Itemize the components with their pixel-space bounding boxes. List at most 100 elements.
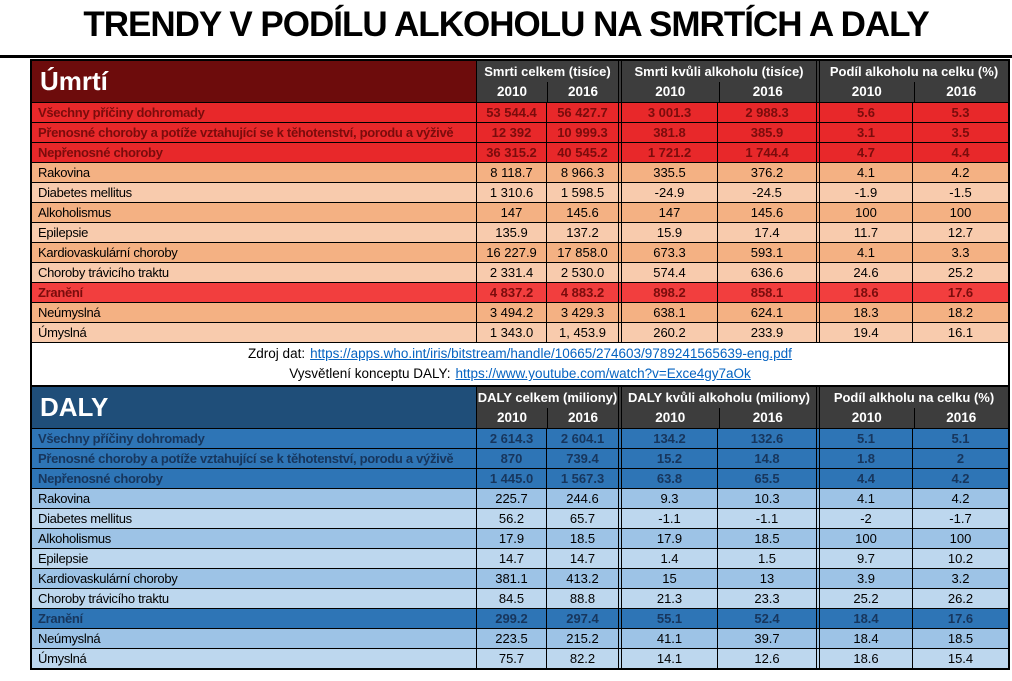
value-cell: 4.2 (912, 163, 1008, 182)
value-cell: 100 (912, 203, 1008, 222)
deaths-table-title: Úmrtí (32, 61, 476, 102)
value-cell: 75.7 (476, 649, 546, 668)
value-cell: 244.6 (546, 489, 618, 508)
source-label: Zdroj dat: (248, 346, 306, 361)
value-cell: 147 (618, 203, 717, 222)
table-row: Alkoholismus 17.9 18.5 17.9 18.5 100 100 (32, 528, 1008, 548)
row-label: Kardiovaskulární choroby (38, 245, 178, 260)
value-cell: 15 (618, 569, 717, 588)
source-label: Vysvětlení konceptu DALY: (289, 366, 451, 381)
value-cell: 1 445.0 (476, 469, 546, 488)
year-header: 2010 (851, 410, 882, 425)
table-row: Epilepsie 14.7 14.7 1.4 1.5 9.7 10.2 (32, 548, 1008, 568)
year-header: 2016 (913, 82, 1009, 102)
value-cell: 17.4 (717, 223, 816, 242)
row-label: Kardiovaskulární choroby (38, 571, 178, 586)
table-row: Epilepsie 135.9 137.2 15.9 17.4 11.7 12.7 (32, 222, 1008, 242)
value-cell: 1 598.5 (546, 183, 618, 202)
value-cell: 12 392 (476, 123, 546, 142)
row-label: Úmyslná (38, 325, 87, 340)
year-header: 2010 (655, 410, 686, 425)
year-headers: 2010 2016 (622, 408, 816, 428)
value-cell: 3 494.2 (476, 303, 546, 322)
value-cell: 297.4 (546, 609, 618, 628)
value-cell: 84.5 (476, 589, 546, 608)
value-cell: 335.5 (618, 163, 717, 182)
daly-explainer-link[interactable]: https://www.youtube.com/watch?v=Exce4gy7… (455, 366, 751, 381)
value-cell: -1.1 (618, 509, 717, 528)
value-cell: 638.1 (618, 303, 717, 322)
value-cell: 2 604.1 (546, 429, 618, 448)
column-group-alcohol-share: Podíl alkoholu na celku (%) 2010 2016 (816, 61, 1008, 102)
column-group-label: DALY celkem (miliony) (477, 390, 618, 405)
value-cell: 18.4 (816, 629, 912, 648)
value-cell: 9.3 (618, 489, 717, 508)
value-cell: 18.5 (546, 529, 618, 548)
year-header: 2016 (547, 82, 618, 102)
value-cell: 4.2 (912, 489, 1008, 508)
value-cell: 65.7 (546, 509, 618, 528)
table-row: Rakovina 225.7 244.6 9.3 10.3 4.1 4.2 (32, 488, 1008, 508)
value-cell: 636.6 (717, 263, 816, 282)
value-cell: 17.9 (618, 529, 717, 548)
row-label: Diabetes mellitus (38, 185, 132, 200)
value-cell: 15.4 (912, 649, 1008, 668)
value-cell: -1.1 (717, 509, 816, 528)
value-cell: 63.8 (618, 469, 717, 488)
value-cell: 14.8 (717, 449, 816, 468)
page-title: TRENDY V PODÍLU ALKOHOLU NA SMRTÍCH A DA… (83, 5, 929, 44)
value-cell: 225.7 (476, 489, 546, 508)
row-label: Nepřenosné choroby (38, 145, 163, 160)
value-cell: 24.6 (816, 263, 912, 282)
row-label: Všechny příčiny dohromady (32, 103, 476, 122)
value-cell: 52.4 (717, 609, 816, 628)
value-cell: 147 (476, 203, 546, 222)
table-row: Choroby trávicího traktu 84.5 88.8 21.3 23.3… (32, 588, 1008, 608)
value-cell: 134.2 (618, 429, 717, 448)
value-cell: 1 343.0 (476, 323, 546, 342)
value-cell: 18.2 (912, 303, 1008, 322)
value-cell: 624.1 (717, 303, 816, 322)
value-cell: 15.2 (618, 449, 717, 468)
table-row: Alkoholismus 147 145.6 147 145.6 100 100 (32, 202, 1008, 222)
value-cell: 2 530.0 (546, 263, 618, 282)
value-cell: 18.6 (816, 649, 912, 668)
value-cell: 56.2 (476, 509, 546, 528)
value-cell: 17.6 (912, 609, 1008, 628)
value-cell: -24.9 (618, 183, 717, 202)
column-group-alcohol-daly: DALY kvůli alkoholu (miliony) 2010 2016 (618, 387, 816, 428)
year-header: 2016 (718, 408, 817, 428)
row-label: Zranění (38, 285, 83, 300)
row-label: Neúmyslná (38, 305, 101, 320)
value-cell: 898.2 (618, 283, 717, 302)
value-cell: 4.7 (816, 143, 912, 162)
table-row: Neúmyslná 223.5 215.2 41.1 39.7 18.4 18.5 (32, 628, 1008, 648)
source-row: Vysvětlení konceptu DALY: https://www.you… (32, 364, 1008, 384)
value-cell: 5.6 (816, 103, 912, 122)
value-cell: 100 (816, 529, 912, 548)
value-cell: 1.8 (816, 449, 912, 468)
value-cell: 1 721.2 (618, 143, 717, 162)
value-cell: 8 118.7 (476, 163, 546, 182)
value-cell: 36 315.2 (476, 143, 546, 162)
value-cell: 14.1 (618, 649, 717, 668)
value-cell: 4.1 (816, 243, 912, 262)
value-cell: 12.7 (912, 223, 1008, 242)
value-cell: 3.5 (912, 123, 1008, 142)
year-header: 2010 (496, 410, 528, 425)
value-cell: 1.5 (717, 549, 816, 568)
value-cell: -1.9 (816, 183, 912, 202)
value-cell: 215.2 (546, 629, 618, 648)
column-group-label: Podíl alkoholu na celku (%) (829, 64, 999, 79)
table-row: Přenosné choroby a potíže vztahující se … (32, 122, 1008, 142)
value-cell: 3.2 (912, 569, 1008, 588)
value-cell: 4 837.2 (476, 283, 546, 302)
column-group-alcohol-deaths: Smrti kvůli alkoholu (tisíce) 2010 2016 (618, 61, 816, 102)
value-cell: 739.4 (546, 449, 618, 468)
value-cell: 137.2 (546, 223, 618, 242)
value-cell: 4.1 (816, 489, 912, 508)
year-header: 2016 (547, 408, 618, 428)
data-source-link[interactable]: https://apps.who.int/iris/bitstream/hand… (310, 346, 792, 361)
value-cell: 385.9 (717, 123, 816, 142)
row-label: Epilepsie (38, 551, 89, 566)
